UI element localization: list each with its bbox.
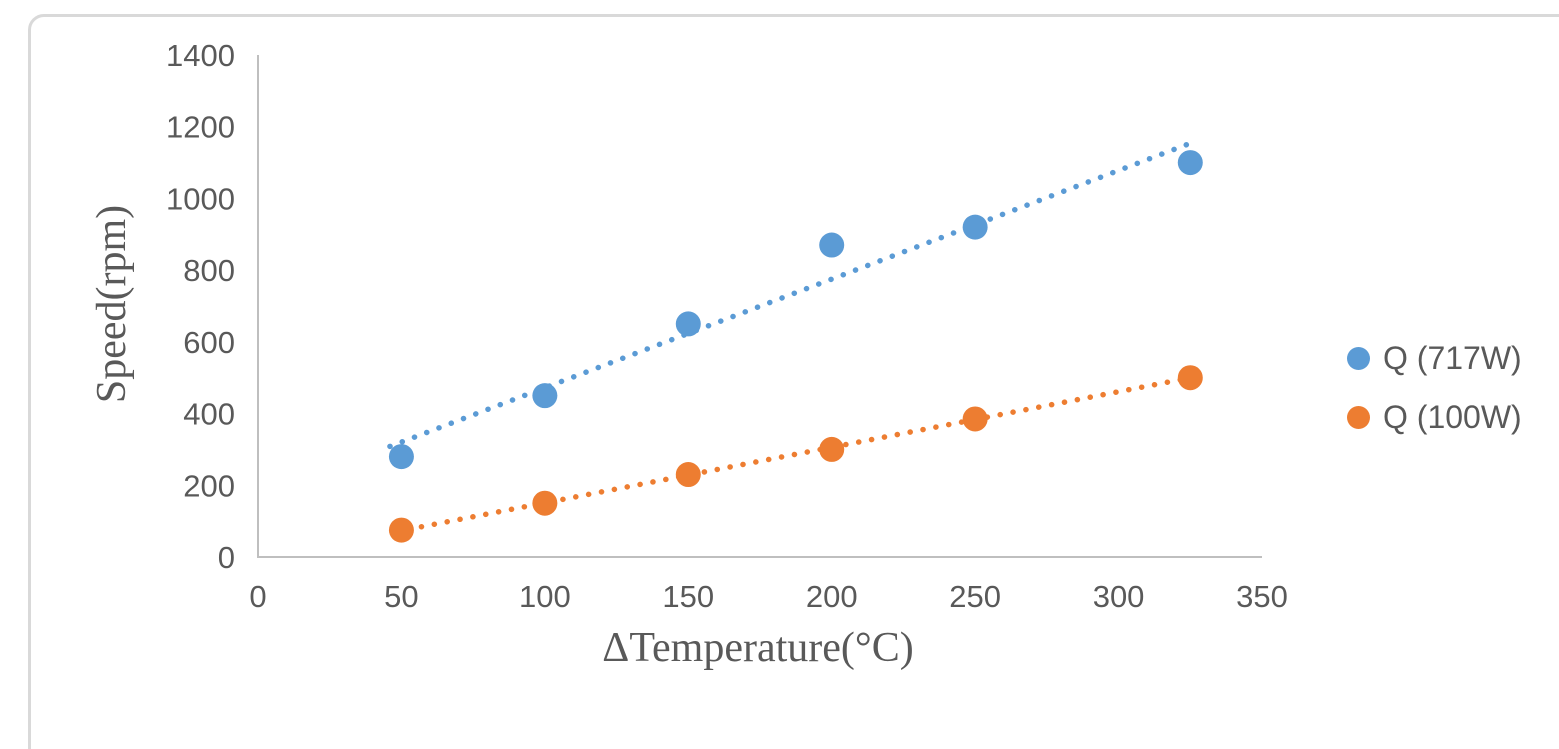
- trendline-Q (717W): [387, 141, 1191, 450]
- x-axis-title: ΔTemperature(°C): [602, 625, 914, 671]
- y-tick-label: 400: [183, 397, 235, 432]
- x-tick-label: 50: [384, 579, 418, 614]
- data-point-Q (100W): [819, 436, 845, 462]
- y-tick-label: 1400: [166, 38, 235, 73]
- x-tick-label: 350: [1236, 579, 1288, 614]
- data-point-Q (717W): [962, 214, 988, 240]
- x-tick-label: 0: [249, 579, 266, 614]
- data-point-Q (717W): [388, 444, 414, 470]
- y-tick-label: 600: [183, 325, 235, 360]
- x-tick-label: 250: [949, 579, 1001, 614]
- legend-marker-icon: [1347, 405, 1370, 429]
- data-point-Q (717W): [532, 383, 558, 409]
- data-point-Q (100W): [388, 517, 414, 543]
- y-tick-label: 1200: [166, 110, 235, 145]
- data-point-Q (100W): [532, 490, 558, 516]
- y-tick-label: 200: [183, 468, 235, 503]
- legend-item-q717w: Q (717W): [1347, 337, 1522, 379]
- y-tick-label: 0: [218, 540, 235, 575]
- data-point-Q (100W): [962, 406, 988, 432]
- y-axis-title: Speed(rpm): [89, 204, 135, 404]
- legend-label: Q (717W): [1383, 339, 1522, 376]
- x-tick-label: 150: [662, 579, 714, 614]
- legend: Q (717W) Q (100W): [1347, 337, 1522, 438]
- trendline-Q (100W): [392, 375, 1194, 535]
- legend-marker-icon: [1347, 346, 1370, 370]
- y-tick-label: 1000: [166, 181, 235, 216]
- data-point-Q (717W): [675, 311, 701, 337]
- data-point-Q (717W): [1177, 150, 1203, 176]
- data-point-Q (717W): [819, 232, 845, 258]
- data-point-Q (100W): [675, 462, 701, 488]
- x-tick-label: 300: [1093, 579, 1145, 614]
- x-tick-label: 200: [806, 579, 858, 614]
- data-point-Q (100W): [1177, 365, 1203, 391]
- legend-label: Q (100W): [1383, 398, 1522, 435]
- legend-item-q100w: Q (100W): [1347, 396, 1522, 438]
- y-tick-label: 800: [183, 253, 235, 288]
- x-tick-label: 100: [519, 579, 571, 614]
